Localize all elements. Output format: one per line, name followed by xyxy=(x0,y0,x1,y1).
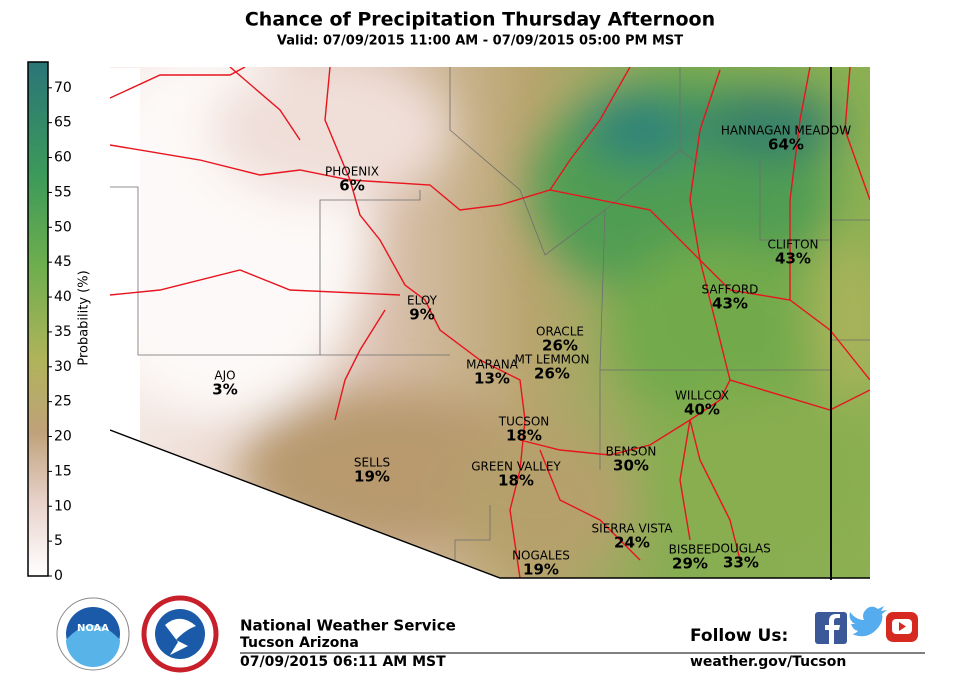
mexico-area xyxy=(110,430,870,580)
icon-play[interactable] xyxy=(899,622,906,631)
colorbar-tick-label: 50 xyxy=(54,219,72,235)
city-probability: 3% xyxy=(212,381,237,399)
city-probability: 9% xyxy=(409,306,434,324)
facebook-icon[interactable] xyxy=(815,612,847,644)
follow-label: Follow Us: xyxy=(690,626,788,646)
probability-field xyxy=(110,67,870,570)
colorbar xyxy=(27,61,49,577)
city-probability: 19% xyxy=(523,561,559,579)
youtube-icon[interactable] xyxy=(886,612,918,642)
noaa-logo: NOAA xyxy=(56,597,130,671)
city-name: SELLS xyxy=(354,456,390,470)
colorbar-tick-label: 55 xyxy=(54,184,72,200)
city-probability: 26% xyxy=(542,337,578,355)
city-name: SAFFORD xyxy=(702,283,759,297)
city-name: MARANA xyxy=(466,358,519,372)
city-name: BISBEE xyxy=(669,543,712,557)
city-name: AJO xyxy=(214,369,235,383)
city-name: CLIFTON xyxy=(767,238,818,252)
colorbar-tick-label: 15 xyxy=(54,463,72,479)
colorbar-tick-label: 0 xyxy=(54,568,63,584)
city-probability: 30% xyxy=(613,457,649,475)
city-name: ELOY xyxy=(407,294,438,308)
city-name: BENSON xyxy=(606,445,657,459)
city-name: MT LEMMON xyxy=(515,353,590,367)
office-location: Tucson Arizona xyxy=(240,635,359,651)
city-probability: 40% xyxy=(684,401,720,419)
city-probability: 33% xyxy=(723,554,759,572)
field xyxy=(700,90,840,160)
city-probability: 43% xyxy=(712,295,748,313)
city-probability: 43% xyxy=(775,250,811,268)
city-probability: 26% xyxy=(534,365,570,383)
colorbar-tick-label: 60 xyxy=(54,150,72,166)
colorbar-tick-label: 10 xyxy=(54,498,72,514)
colorbar-tick-label: 30 xyxy=(54,359,72,375)
international-border xyxy=(110,429,870,579)
colorbar-tick-label: 25 xyxy=(54,394,72,410)
twitter-icon[interactable] xyxy=(849,606,887,637)
colorbar-tick-label: 5 xyxy=(54,533,63,549)
city-name: WILLCOX xyxy=(675,389,729,403)
city-probability: 19% xyxy=(354,468,390,486)
colorbar-tick-label: 45 xyxy=(54,254,72,270)
roads xyxy=(110,67,870,579)
office-name: National Weather Service xyxy=(240,617,456,635)
icon-glyph[interactable] xyxy=(849,606,887,637)
field xyxy=(450,430,630,570)
city-probability: 64% xyxy=(768,136,804,154)
issued-time: 07/09/2015 06:11 AM MST xyxy=(240,654,446,670)
nws-logo xyxy=(141,595,219,673)
city-name: NOGALES xyxy=(512,549,570,563)
logo-wave xyxy=(66,625,120,667)
map xyxy=(110,67,870,580)
footer: NOAA National Weather Service Tucson Ari… xyxy=(56,595,925,673)
logo-storm xyxy=(165,618,196,655)
colorbar-tick-label: 35 xyxy=(54,324,72,340)
field xyxy=(650,390,870,550)
colorbar-tick-label: 40 xyxy=(54,289,72,305)
city-probability: 6% xyxy=(339,177,364,195)
city-name: PHOENIX xyxy=(325,165,379,179)
city-name: TUCSON xyxy=(498,415,550,429)
logo-text: NOAA xyxy=(77,623,109,634)
city-probability: 13% xyxy=(474,370,510,388)
colorbar-tick-label: 65 xyxy=(54,115,72,131)
colorbar-tick-label: 70 xyxy=(54,80,72,96)
colorbar-tick-label: 20 xyxy=(54,429,72,445)
city-name: SIERRA VISTA xyxy=(592,522,674,536)
field xyxy=(810,240,870,400)
city-probability: 18% xyxy=(506,427,542,445)
city-probability: 29% xyxy=(672,555,708,573)
website: weather.gov/Tucson xyxy=(690,654,846,670)
colorbar-label: Probability (%) xyxy=(77,270,92,365)
county-lines xyxy=(110,67,870,560)
colorbar-ticks: 0 5 10 15 20 25 30 35 40 45 50 55 60 65 70 xyxy=(48,80,72,584)
field xyxy=(585,95,695,165)
city-name: ORACLE xyxy=(536,325,584,339)
city-name: GREEN VALLEY xyxy=(471,460,561,474)
city-probability: 18% xyxy=(498,472,534,490)
field xyxy=(610,240,830,420)
icon-glyph[interactable] xyxy=(825,614,840,644)
city-probability: 24% xyxy=(614,534,650,552)
city-name: HANNAGAN MEADOW xyxy=(721,124,851,138)
title: Chance of Precipitation Thursday Afterno… xyxy=(245,9,715,31)
city-name: DOUGLAS xyxy=(711,542,771,556)
subtitle: Valid: 07/09/2015 11:00 AM - 07/09/2015 … xyxy=(277,34,683,49)
